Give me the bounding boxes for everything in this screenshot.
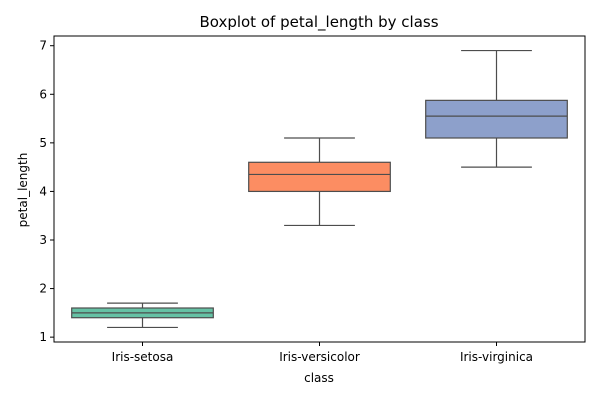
plot-area [53, 35, 586, 343]
x-axis-label: class [304, 371, 334, 385]
y-axis: 1 2 3 4 5 6 7 [39, 39, 54, 344]
y-tick-label-2: 3 [39, 233, 47, 247]
y-tick-label-1: 2 [39, 282, 47, 296]
y-tick-label-5: 6 [39, 87, 47, 101]
y-tick-label-3: 4 [39, 184, 47, 198]
box-1-iqr [248, 161, 391, 193]
y-tick-label-4: 5 [39, 136, 47, 150]
x-tick-label-0: Iris-setosa [112, 350, 174, 364]
y-tick-label-6: 7 [39, 39, 47, 53]
y-axis-label: petal_length [16, 153, 30, 228]
x-tick-label-2: Iris-virginica [460, 350, 533, 364]
chart-title: Boxplot of petal_length by class [199, 13, 438, 32]
y-tick-label-0: 1 [39, 330, 47, 344]
x-tick-label-1: Iris-versicolor [279, 350, 360, 364]
x-axis: Iris-setosa Iris-versicolor Iris-virginica [112, 342, 533, 364]
box-2-iqr [425, 99, 568, 139]
